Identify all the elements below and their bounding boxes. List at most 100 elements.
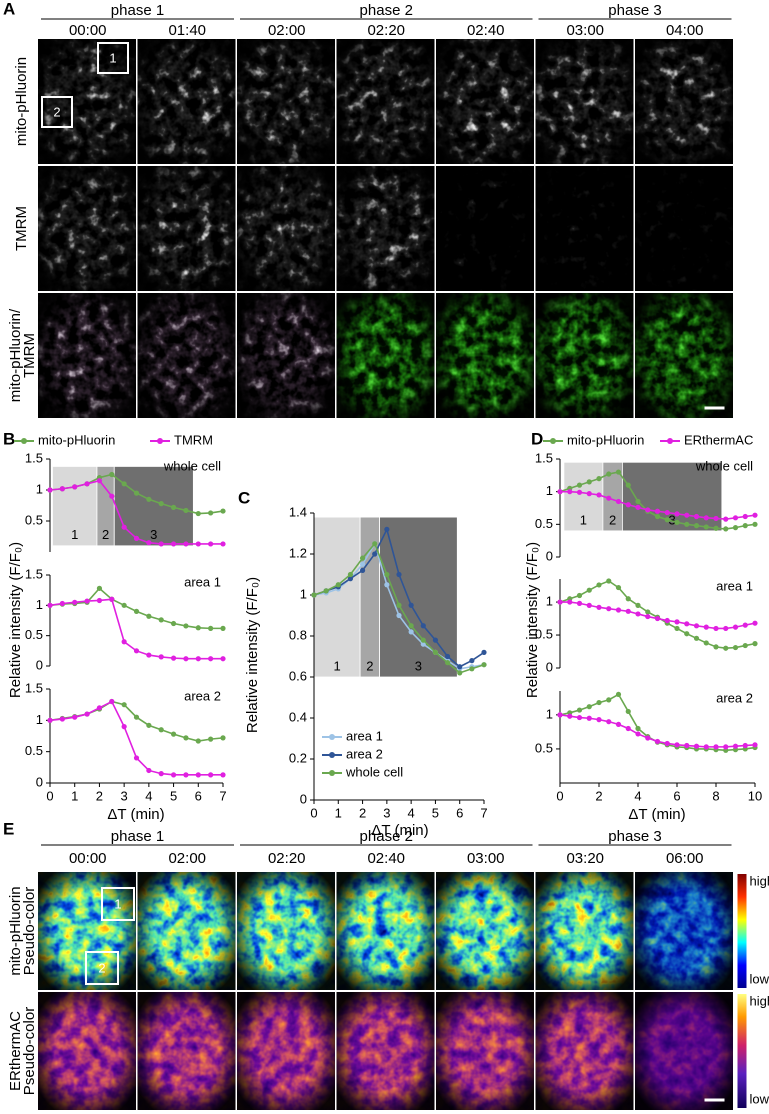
data-point <box>693 523 700 529</box>
data-point <box>625 708 631 715</box>
data-point <box>133 714 140 720</box>
data-point <box>664 517 670 523</box>
data-point <box>208 541 214 547</box>
data-point <box>220 656 226 662</box>
y-tick-label: 1 <box>36 481 43 496</box>
data-point <box>47 487 53 493</box>
image-vignette <box>635 992 733 1110</box>
data-point <box>693 623 700 629</box>
image-vignette <box>137 166 236 291</box>
phase-shade-label: 1 <box>580 512 587 527</box>
data-point <box>444 653 451 660</box>
data-point <box>72 599 78 605</box>
data-point <box>158 541 164 547</box>
data-point <box>133 755 140 761</box>
y-tick-label: 0.5 <box>535 516 553 531</box>
data-point <box>220 625 226 631</box>
data-point <box>183 735 189 741</box>
data-point <box>615 498 622 505</box>
legend-label: area 1 <box>346 728 383 743</box>
legend-marker <box>329 752 335 758</box>
phase-shade-label: 3 <box>669 512 676 527</box>
data-point <box>183 772 189 778</box>
data-point <box>625 502 631 508</box>
data-point <box>576 707 583 713</box>
data-point <box>84 598 90 604</box>
y-tick-label: 1.5 <box>25 566 43 581</box>
data-point <box>146 540 152 546</box>
legend-marker <box>667 438 673 444</box>
data-point <box>420 637 426 643</box>
data-point <box>158 727 164 733</box>
data-point <box>372 541 378 547</box>
data-point <box>347 576 354 582</box>
image-vignette <box>535 166 634 291</box>
data-point <box>444 660 451 666</box>
data-point <box>396 571 402 578</box>
x-tick-label: 6 <box>673 788 680 803</box>
subplot-annotation: area 2 <box>716 690 753 705</box>
phase-shade-label: 1 <box>71 527 78 542</box>
series-line <box>49 587 223 630</box>
data-point <box>146 767 152 774</box>
time-label: 02:00 <box>268 22 306 39</box>
image-vignette <box>635 166 733 291</box>
image-vignette <box>635 293 733 418</box>
y-tick-label: 1.5 <box>535 450 553 465</box>
data-point <box>170 620 177 627</box>
data-point <box>335 582 341 588</box>
phase-shade-label: 2 <box>102 527 109 542</box>
image-vignette <box>137 992 236 1110</box>
region-box <box>41 96 73 128</box>
data-point <box>146 496 152 502</box>
data-point <box>586 491 592 497</box>
data-point <box>96 478 103 484</box>
data-point <box>635 504 641 510</box>
row-label: TMRM <box>21 333 38 378</box>
x-tick-label: 2 <box>359 805 366 820</box>
data-point <box>170 541 177 547</box>
data-point <box>311 592 317 598</box>
y-tick-label: 1 <box>546 594 553 609</box>
data-point <box>654 513 661 520</box>
phase-label: phase 3 <box>608 828 661 845</box>
y-tick-label: 0.5 <box>25 512 43 527</box>
data-point <box>752 742 758 748</box>
x-tick-label: 10 <box>748 788 762 803</box>
data-point <box>635 602 641 608</box>
data-point <box>615 469 622 475</box>
data-point <box>347 571 354 578</box>
region-box <box>101 887 135 921</box>
data-point <box>84 711 90 717</box>
data-point <box>664 617 670 624</box>
data-point <box>384 571 390 578</box>
data-point <box>195 510 201 517</box>
data-point <box>59 600 65 607</box>
image-vignette <box>336 293 435 418</box>
time-label: 01:40 <box>168 22 206 39</box>
data-point <box>596 492 602 498</box>
data-point <box>684 621 690 627</box>
phase-shade-label: 2 <box>366 658 373 673</box>
data-point <box>208 772 214 778</box>
phase-shade <box>313 516 361 678</box>
data-point <box>615 721 622 727</box>
phase-label: phase 1 <box>111 2 164 19</box>
image-vignette <box>436 166 534 291</box>
data-point <box>208 625 214 631</box>
data-point <box>703 515 709 521</box>
data-point <box>195 772 201 778</box>
data-point <box>359 561 366 567</box>
data-point <box>432 637 439 643</box>
data-point <box>576 489 583 495</box>
image-vignette <box>38 39 136 164</box>
data-point <box>72 714 78 720</box>
data-point <box>693 513 700 520</box>
data-point <box>432 649 439 656</box>
y-tick-label: 1 <box>36 712 43 727</box>
row-label: ERthermAC <box>7 1011 24 1091</box>
image-vignette <box>137 39 236 164</box>
data-point <box>481 649 487 656</box>
data-point <box>170 772 177 778</box>
data-point <box>84 481 90 487</box>
